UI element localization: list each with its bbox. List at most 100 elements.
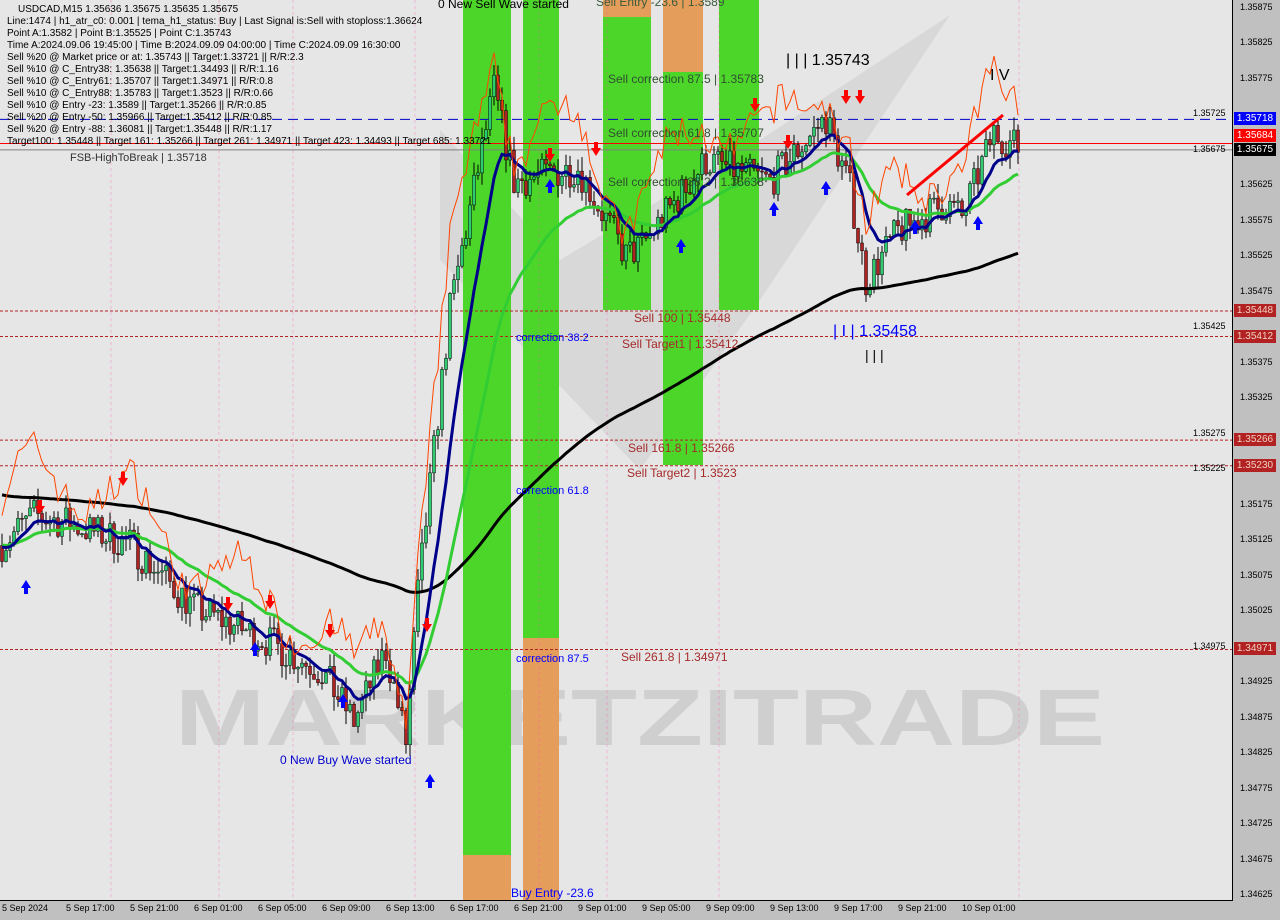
candle xyxy=(848,165,852,174)
time-tick: 9 Sep 17:00 xyxy=(834,903,883,913)
buy-entry-label: Buy Entry -23.6 xyxy=(511,886,594,900)
sell-arrow-icon xyxy=(422,618,432,632)
candle xyxy=(524,180,528,196)
candle xyxy=(336,696,340,700)
price-tick: 1.35225 xyxy=(1193,463,1226,474)
candle xyxy=(84,533,88,539)
correction-zone xyxy=(603,0,651,17)
time-tick: 9 Sep 21:00 xyxy=(898,903,947,913)
price-tick: 1.35675 xyxy=(1193,143,1226,154)
candle xyxy=(184,587,188,614)
candle xyxy=(532,176,536,180)
sell-target2-label: Sell Target2 | 1.3523 xyxy=(627,466,737,480)
candle xyxy=(272,627,276,630)
price-tick: 1.35525 xyxy=(1240,250,1273,261)
candle xyxy=(332,666,336,697)
symbol-ohlc: USDCAD,M15 1.35636 1.35675 1.35635 1.356… xyxy=(18,4,239,15)
sell-arrow-icon xyxy=(545,148,555,162)
candle xyxy=(444,358,448,370)
price-level-tag: 1.35412 xyxy=(1234,329,1276,343)
candle xyxy=(220,610,224,627)
candle xyxy=(460,245,464,267)
sell-arrow-icon xyxy=(265,595,275,609)
info-line: Target100: 1.35448 || Target 161: 1.3526… xyxy=(7,136,492,147)
candle xyxy=(708,172,712,175)
candle xyxy=(284,665,288,667)
candle xyxy=(364,680,368,698)
info-line: Point A:1.3582 | Point B:1.35525 | Point… xyxy=(7,28,232,39)
candle xyxy=(484,129,488,140)
candle xyxy=(612,215,616,218)
time-tick: 9 Sep 01:00 xyxy=(578,903,627,913)
candle xyxy=(288,649,292,666)
time-tick: 5 Sep 17:00 xyxy=(66,903,115,913)
time-tick: 6 Sep 13:00 xyxy=(386,903,435,913)
candle xyxy=(920,219,924,231)
candle xyxy=(784,152,788,175)
candle xyxy=(800,151,804,158)
candle xyxy=(348,704,352,712)
candle xyxy=(1016,129,1020,153)
candle xyxy=(176,597,180,608)
candle xyxy=(232,625,236,635)
buy-arrow-icon xyxy=(910,220,920,234)
sell-target1-label: Sell Target1 | 1.35412 xyxy=(622,337,739,351)
candle xyxy=(588,177,592,202)
candle xyxy=(696,174,700,182)
candle xyxy=(160,570,164,573)
candle xyxy=(676,200,680,212)
price-tick: 1.35575 xyxy=(1240,214,1273,225)
candle xyxy=(776,155,780,195)
price-tick: 1.34825 xyxy=(1240,747,1273,758)
time-tick: 10 Sep 01:00 xyxy=(962,903,1016,913)
candle xyxy=(876,258,880,275)
sell-arrow-icon xyxy=(783,135,793,149)
chart-plot-area[interactable]: MARKETZITRADE USDCAD,M15 1.35636 1.35675… xyxy=(0,0,1233,901)
candle xyxy=(720,151,724,162)
candle xyxy=(828,117,832,135)
ma-slow-line xyxy=(1,251,1019,594)
candle xyxy=(324,672,328,684)
candle xyxy=(544,159,548,165)
envelope-upper xyxy=(1,52,1019,730)
time-tick: 5 Sep 21:00 xyxy=(130,903,179,913)
info-line: Sell %20 @ Market price or at: 1.35743 |… xyxy=(7,52,304,63)
time-tick: 6 Sep 21:00 xyxy=(514,903,563,913)
info-line: Sell %10 @ C_Entry88: 1.35783 || Target:… xyxy=(7,88,274,99)
candle xyxy=(852,172,856,229)
candle xyxy=(228,616,232,635)
candle xyxy=(816,127,820,129)
candle xyxy=(672,200,676,206)
candle xyxy=(608,212,612,216)
candle xyxy=(380,650,384,674)
wave-iii-label: | | | 1.35743 xyxy=(786,52,870,69)
candle xyxy=(104,541,108,544)
candle xyxy=(528,179,532,196)
new-buy-wave-label: 0 New Buy Wave started xyxy=(280,753,412,767)
candle xyxy=(972,168,976,184)
time-tick: 6 Sep 09:00 xyxy=(322,903,371,913)
sell-arrow-icon xyxy=(841,90,851,104)
price-tick: 1.35025 xyxy=(1240,605,1273,616)
candle xyxy=(804,145,808,153)
sell-2618-label: Sell 261.8 | 1.34971 xyxy=(621,650,728,664)
sell-entry-label: Sell Entry -23.6 | 1.3589 xyxy=(596,0,725,9)
candle xyxy=(836,135,840,167)
trend-line xyxy=(906,113,1004,197)
price-level-tag: 1.34971 xyxy=(1234,642,1276,656)
candle xyxy=(68,507,72,530)
candle xyxy=(820,117,824,129)
candle xyxy=(356,712,360,727)
price-tick: 1.35875 xyxy=(1240,2,1273,12)
candle xyxy=(1000,141,1004,155)
sell-1618-label: Sell 161.8 | 1.35266 xyxy=(628,441,735,455)
candle xyxy=(352,704,356,727)
price-level-tag: 1.35266 xyxy=(1234,433,1276,447)
candle xyxy=(960,200,964,216)
price-tick: 1.34975 xyxy=(1193,640,1226,651)
candle xyxy=(300,662,304,668)
candle xyxy=(156,571,160,574)
sell-arrow-icon xyxy=(223,597,233,611)
correction-zone xyxy=(663,0,703,72)
candle xyxy=(768,173,772,178)
